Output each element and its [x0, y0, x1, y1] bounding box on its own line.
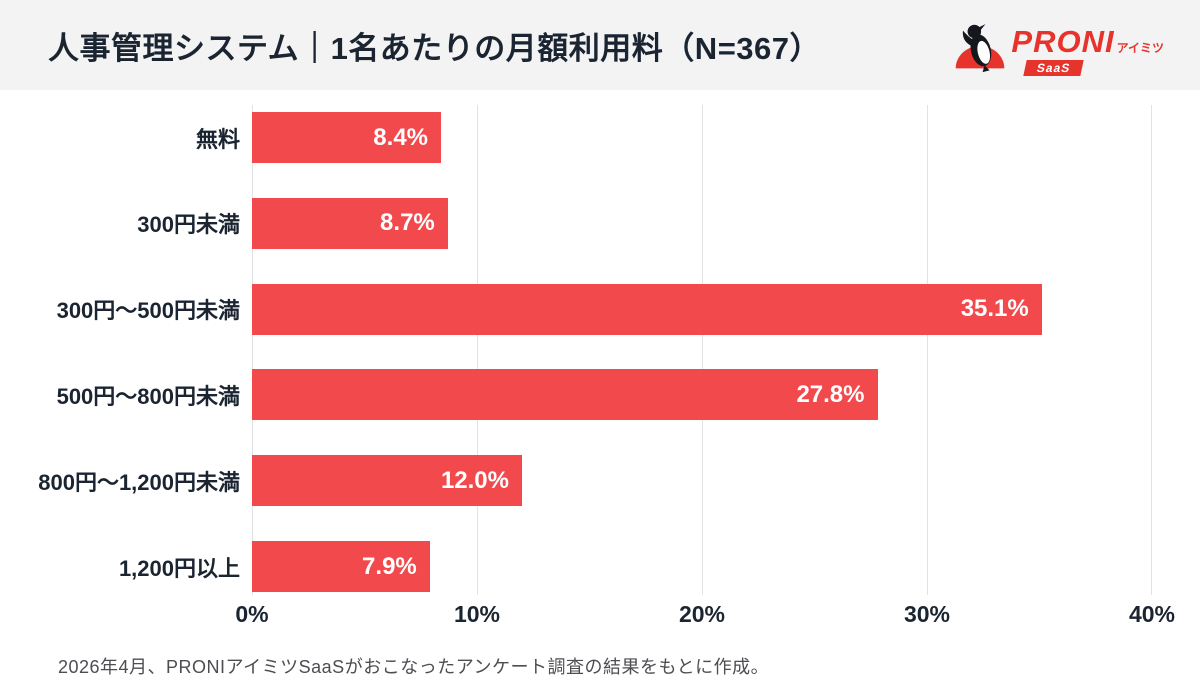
category-label: 無料 — [195, 126, 240, 152]
header-bar: 人事管理システム｜1名あたりの月額利用料（N=367） PRONI アイミツ Sa… — [0, 0, 1200, 90]
bar-value-label: 12.0% — [440, 466, 509, 494]
category-label: 800円〜1,200円未満 — [38, 469, 240, 495]
source-note: 2026年4月、PRONIアイミツSaaSがおこなったアンケート調査の結果をもと… — [58, 657, 770, 677]
category-label: 300円〜500円未満 — [56, 298, 240, 324]
x-axis-tick-label: 10% — [453, 601, 501, 627]
logo-sub-text: アイミツ — [1116, 41, 1164, 55]
penguin-logo-icon — [956, 24, 1005, 73]
logo-brand-text: PRONI — [1011, 24, 1115, 59]
bar: 7.9% — [252, 541, 430, 592]
x-axis-tick-label: 0% — [235, 601, 269, 627]
logo-saas-badge: SaaS — [1023, 60, 1085, 76]
bar-value-label: 8.7% — [380, 209, 435, 237]
bar-value-label: 35.1% — [960, 295, 1029, 323]
bar-value-label: 7.9% — [362, 552, 417, 580]
logo-wordmark: PRONI アイミツ SaaS — [1011, 16, 1164, 76]
bar: 35.1% — [252, 283, 1042, 335]
bar: 12.0% — [252, 455, 522, 507]
x-axis-tick-label: 20% — [678, 601, 726, 627]
bar: 27.8% — [252, 369, 878, 421]
bar-chart-plot-area — [252, 105, 1152, 595]
category-label: 300円未満 — [137, 212, 240, 238]
category-label: 500円〜800円未満 — [56, 383, 240, 409]
bar-value-label: 8.4% — [373, 123, 428, 151]
x-axis-tick-label: 30% — [903, 601, 951, 627]
x-axis-tick-label: 40% — [1128, 601, 1176, 627]
bar-value-label: 27.8% — [796, 380, 865, 408]
bar: 8.7% — [252, 197, 448, 249]
bar: 8.4% — [252, 112, 441, 163]
proni-aimitsu-saas-logo: PRONI アイミツ SaaS — [953, 16, 1164, 76]
category-label: 1,200円以上 — [118, 555, 240, 581]
page-title: 人事管理システム｜1名あたりの月額利用料（N=367） — [48, 30, 822, 66]
